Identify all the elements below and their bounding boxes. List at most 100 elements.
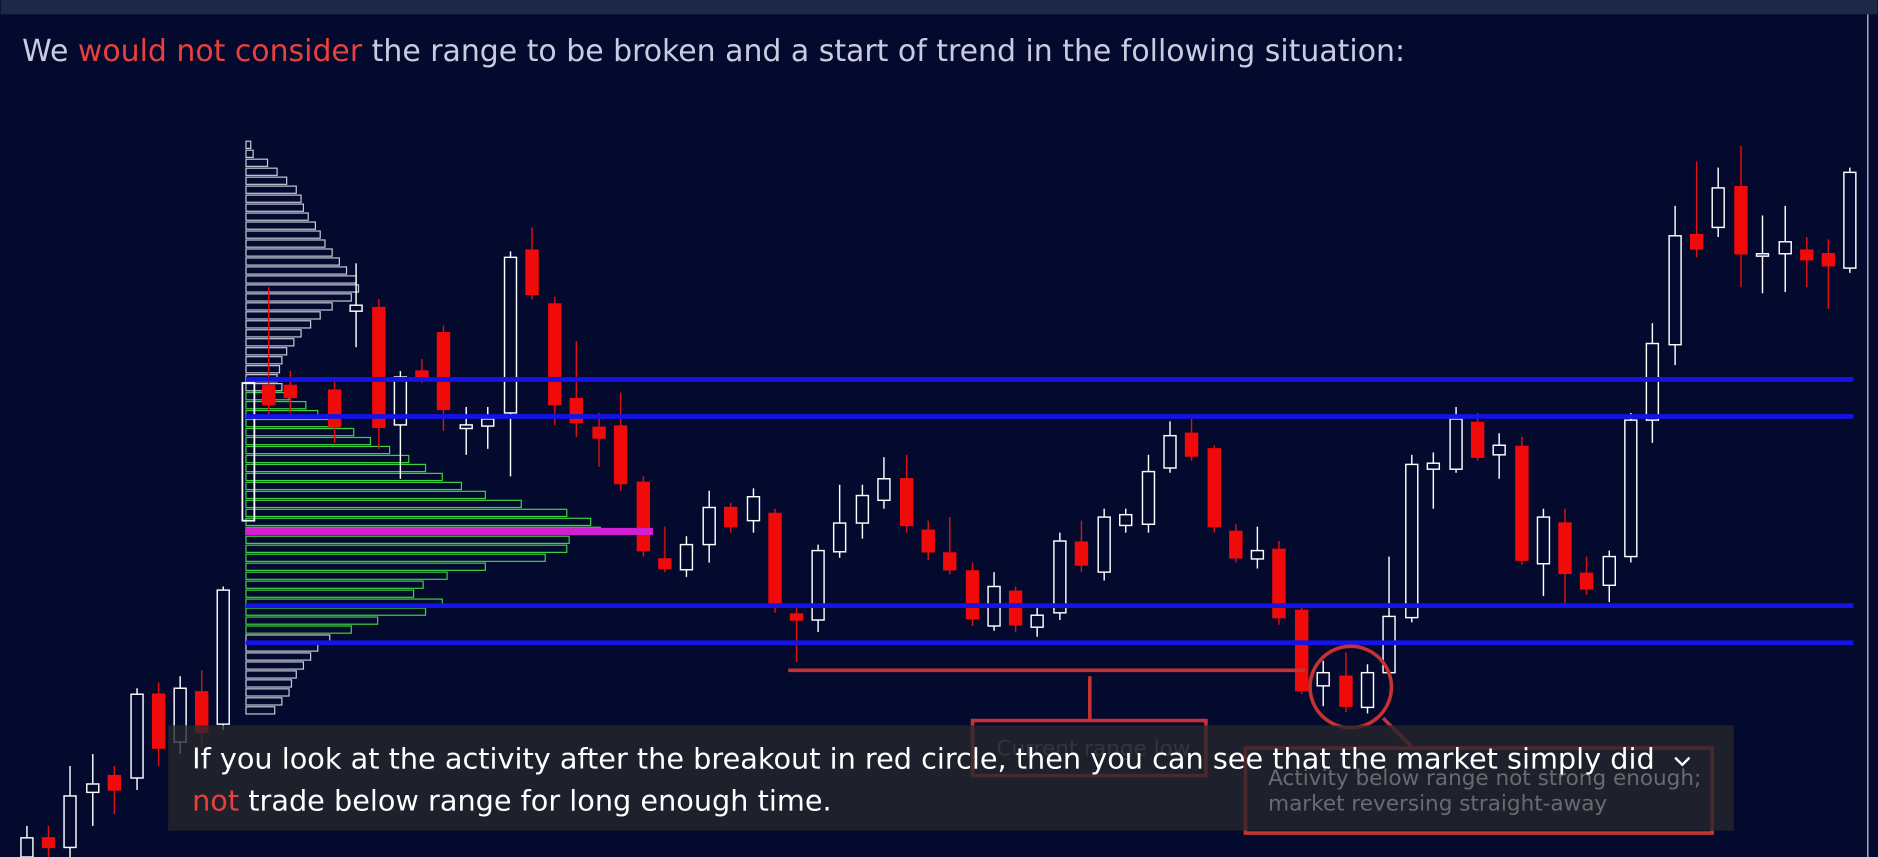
profile-row	[245, 580, 424, 589]
volume-profile	[241, 140, 601, 715]
candle-body	[899, 478, 914, 527]
candle-body	[1778, 241, 1792, 255]
candle-body	[130, 693, 144, 779]
candlesticks	[20, 146, 1857, 857]
candle-body	[1184, 432, 1199, 457]
candle-body	[459, 424, 473, 430]
caption-highlight: not	[192, 783, 239, 817]
profile-row	[245, 302, 333, 311]
candle-body	[1030, 614, 1044, 628]
candle-body	[679, 543, 694, 571]
candle-body	[1536, 516, 1551, 565]
annotation-text: market reversing straight-away	[1268, 791, 1607, 816]
candle-body	[724, 506, 738, 528]
profile-row	[245, 490, 486, 500]
candle-body	[1053, 540, 1067, 614]
candle-body	[41, 837, 56, 849]
profile-row	[245, 230, 321, 239]
candle-body	[1602, 555, 1616, 587]
candle-body	[702, 506, 716, 546]
profile-row	[245, 149, 254, 158]
candle-body	[1668, 235, 1682, 346]
candle-body	[548, 303, 562, 406]
candle-body	[1449, 418, 1463, 470]
profile-row	[245, 356, 283, 365]
profile-row	[245, 463, 427, 473]
profile-row	[245, 436, 372, 446]
profile-row	[245, 203, 305, 212]
profile-row	[245, 221, 316, 230]
profile-row	[245, 472, 443, 482]
candle-body	[1843, 171, 1857, 269]
profile-row	[245, 185, 297, 194]
profile-row	[245, 365, 281, 374]
candle-body	[943, 552, 957, 571]
candle-body	[658, 558, 672, 570]
top-strip	[0, 0, 1878, 15]
candle-body	[877, 478, 891, 502]
caption-line: If you look at the activity after the br…	[192, 741, 1655, 775]
candle-body	[1558, 522, 1572, 575]
annotation-text: Activity below range not strong enough;	[1268, 766, 1701, 791]
candle-body	[1207, 448, 1221, 528]
candle-body	[1097, 516, 1111, 573]
profile-row	[245, 266, 348, 275]
candle-body	[1294, 609, 1309, 692]
profile-row	[245, 688, 290, 697]
profile-row	[245, 445, 391, 455]
candle-body	[811, 549, 825, 621]
candle-body	[20, 837, 34, 857]
candle-body	[415, 370, 429, 378]
candle-body	[1316, 671, 1330, 687]
profile-row	[245, 697, 283, 706]
profile-row	[245, 544, 568, 553]
candle-body	[965, 570, 980, 620]
profile-row	[245, 661, 305, 670]
profile-row	[245, 625, 352, 634]
candle-body	[1272, 548, 1286, 619]
candle-body	[855, 494, 870, 524]
range-lines	[245, 377, 1854, 646]
candle-body	[921, 529, 935, 553]
candle-body	[327, 389, 342, 427]
profile-row	[245, 535, 570, 545]
candle-body	[789, 613, 804, 621]
candle-body	[372, 306, 386, 429]
candle-body	[151, 693, 166, 749]
caption-part: trade below range for long enough time.	[239, 783, 831, 817]
candle-body	[1339, 675, 1353, 707]
profile-row	[245, 212, 309, 221]
candle-body	[1821, 253, 1836, 267]
profile-row	[245, 284, 360, 293]
collapse-icon[interactable]	[1674, 756, 1691, 767]
candle-body	[1711, 187, 1725, 229]
candle-body	[436, 332, 451, 411]
candle-body	[1074, 541, 1089, 566]
caption-line: not trade below range for long enough ti…	[192, 783, 832, 817]
candle-body	[746, 496, 761, 522]
profile-row	[245, 571, 448, 580]
profile-row	[245, 616, 379, 625]
heading: We would not consider the range to be br…	[22, 34, 1405, 69]
profile-row	[245, 553, 546, 562]
profile-row	[245, 400, 307, 410]
profile-row	[245, 454, 410, 464]
candle-body	[1405, 463, 1419, 619]
profile-row	[245, 347, 288, 356]
profile-row	[245, 679, 293, 688]
profile-row	[245, 499, 522, 509]
candle-body	[1119, 513, 1133, 527]
candle-body	[216, 589, 230, 725]
candle-body	[283, 384, 297, 399]
profile-row	[245, 508, 568, 518]
profile-row	[245, 320, 312, 329]
profile-row	[245, 562, 486, 571]
candle-body	[1229, 530, 1243, 559]
candle-body	[86, 783, 100, 794]
profile-row	[245, 239, 326, 248]
profile-row	[245, 311, 321, 320]
profile-row	[245, 338, 295, 347]
profile-row	[245, 257, 340, 266]
candle-body	[1426, 462, 1441, 470]
profile-row	[245, 427, 355, 437]
